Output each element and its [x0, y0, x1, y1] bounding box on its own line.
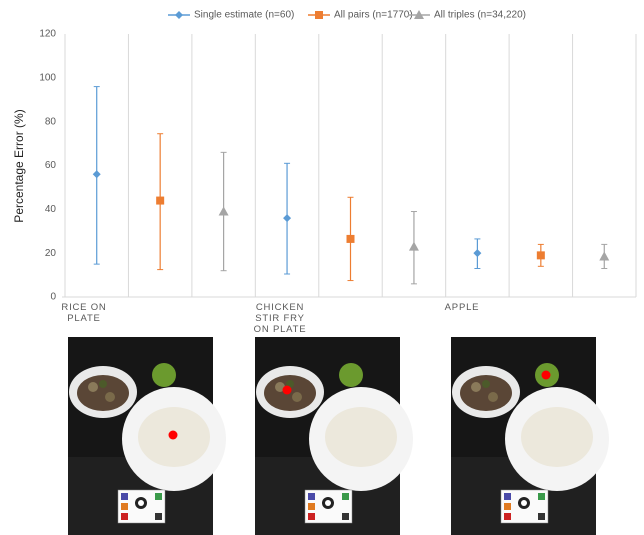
legend-label: All pairs (n=1770) — [334, 10, 413, 21]
x-category-label: CHICKEN STIR FRY ON PLATE — [253, 302, 307, 335]
y-tick-label: 0 — [50, 292, 56, 303]
marker-dot — [282, 385, 292, 395]
photo-chicken — [254, 336, 414, 535]
y-tick-label: 60 — [45, 160, 57, 171]
y-tick-label: 100 — [39, 72, 56, 83]
data-point — [218, 206, 229, 216]
data-point — [408, 241, 419, 251]
photos — [67, 336, 610, 535]
marker-dot — [168, 430, 178, 440]
marker-dot — [541, 370, 551, 380]
legend-marker — [175, 11, 183, 19]
data-point — [599, 251, 610, 261]
y-axis-label: Percentage Error (%) — [12, 109, 26, 222]
chart: Percentage Error (%) 0 20 40 60 80 100 120 Sing… — [12, 10, 637, 303]
data-point — [283, 214, 292, 223]
y-tick-label: 20 — [45, 248, 57, 259]
y-tick-label: 80 — [45, 116, 57, 127]
legend-marker — [315, 11, 323, 19]
photo-rice — [67, 336, 227, 535]
data-point — [92, 170, 101, 179]
x-category-label: RICE ON PLATE — [61, 302, 107, 324]
data-point — [346, 234, 355, 243]
data-point — [156, 196, 165, 205]
photo-apple — [450, 336, 610, 535]
data-point — [536, 251, 545, 260]
data-point — [473, 249, 482, 258]
legend-marker — [414, 10, 424, 19]
y-tick-label: 40 — [45, 204, 57, 215]
y-tick-label: 120 — [39, 29, 56, 40]
x-category-label: APPLE — [444, 302, 480, 313]
legend-label: All triples (n=34,220) — [434, 10, 526, 21]
legend-label: Single estimate (n=60) — [194, 10, 294, 21]
